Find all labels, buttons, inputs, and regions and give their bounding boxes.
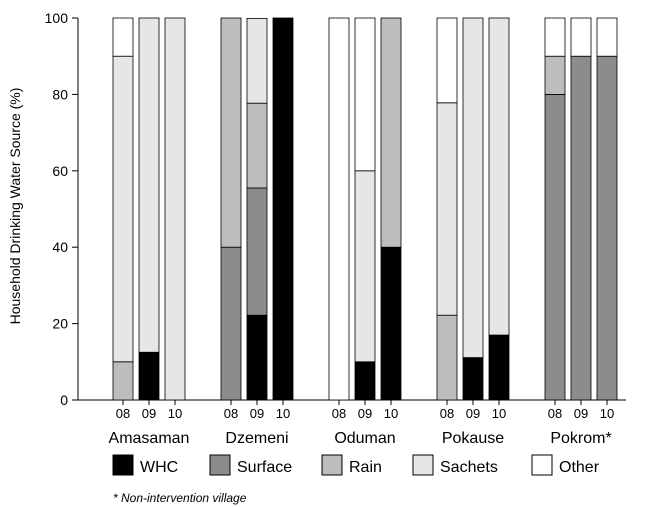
bar-segment-other: [112, 17, 134, 57]
legend-label: Rain: [349, 459, 382, 476]
bars: [112, 17, 618, 401]
bar-segment-sachets: [462, 17, 484, 358]
year-label: 09: [574, 406, 588, 421]
bar-segment-other: [570, 17, 592, 57]
bar-segment-other: [354, 17, 376, 172]
legend-label: WHC: [140, 459, 178, 476]
y-tick-label: 60: [52, 163, 68, 179]
y-tick-label: 100: [45, 10, 69, 26]
bar-segment-other: [328, 17, 350, 401]
bar-segment-other: [436, 17, 458, 104]
y-tick-label: 40: [52, 239, 68, 255]
bar-segment-rain: [246, 102, 268, 189]
bar-segment-whc: [138, 351, 160, 401]
bar-segment-sachets: [138, 17, 160, 353]
x-labels: 08 09 10 Amasaman 08 09 10 Dzemeni 08 09 10 Oduman 0…: [109, 400, 614, 447]
year-label: 08: [548, 406, 562, 421]
year-label: 09: [250, 406, 264, 421]
village-label: Pokrom*: [550, 430, 611, 447]
year-label: 10: [600, 406, 614, 421]
legend: WHC Surface Rain Sachets Other: [112, 454, 600, 476]
bar-segment-whc: [354, 361, 376, 401]
y-tick-label: 0: [60, 392, 68, 408]
bar-segment-sachets: [112, 55, 134, 363]
bar-segment-whc: [380, 246, 402, 401]
bar-segment-rain: [436, 314, 458, 401]
bar-segment-rain: [544, 55, 566, 95]
year-label: 10: [168, 406, 182, 421]
village-label: Amasaman: [109, 430, 190, 447]
bar-segment-rain: [112, 361, 134, 401]
village-label: Dzemeni: [225, 430, 288, 447]
bar-segment-surface: [570, 55, 592, 401]
bar-segment-sachets: [164, 17, 186, 401]
legend-label: Other: [559, 459, 600, 476]
bar-segment-other: [544, 17, 566, 57]
village-label: Pokause: [442, 430, 504, 447]
legend-label: Sachets: [440, 459, 498, 476]
year-label: 08: [116, 406, 130, 421]
bar-segment-rain: [380, 17, 402, 248]
bar-segment-sachets: [246, 17, 268, 104]
legend-swatch-other: [531, 454, 553, 476]
year-label: 10: [384, 406, 398, 421]
legend-swatch-surface: [209, 454, 231, 476]
legend-label: Surface: [237, 459, 292, 476]
year-label: 08: [224, 406, 238, 421]
bar-segment-whc: [462, 357, 484, 401]
year-label: 08: [332, 406, 346, 421]
y-axis-label: Household Drinking Water Source (%): [7, 88, 23, 325]
bar-segment-sachets: [354, 170, 376, 363]
y-tick-label: 80: [52, 86, 68, 102]
bar-segment-surface: [246, 187, 268, 316]
bar-segment-sachets: [488, 17, 510, 336]
y-tick-label: 20: [52, 316, 68, 332]
bar-segment-surface: [544, 94, 566, 401]
legend-swatch-rain: [321, 454, 343, 476]
year-label: 10: [276, 406, 290, 421]
bar-segment-surface: [220, 246, 242, 401]
year-label: 10: [492, 406, 506, 421]
footnote: * Non-intervention village: [113, 491, 247, 505]
village-label: Oduman: [334, 430, 395, 447]
bar-segment-other: [596, 17, 618, 57]
year-label: 09: [358, 406, 372, 421]
bar-segment-surface: [596, 55, 618, 401]
legend-swatch-sachets: [412, 454, 434, 476]
bar-segment-sachets: [436, 102, 458, 316]
year-label: 09: [466, 406, 480, 421]
bar-segment-whc: [272, 17, 294, 401]
bar-segment-whc: [488, 334, 510, 401]
year-label: 09: [142, 406, 156, 421]
bar-segment-whc: [246, 314, 268, 401]
bar-segment-rain: [220, 17, 242, 248]
year-label: 08: [440, 406, 454, 421]
legend-swatch-whc: [112, 454, 134, 476]
